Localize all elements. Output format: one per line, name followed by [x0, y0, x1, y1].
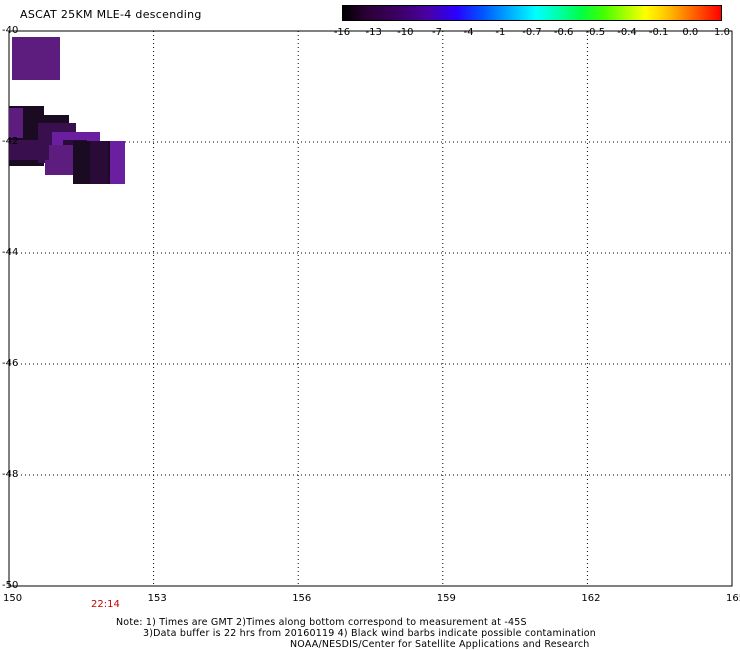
map-grid [9, 31, 732, 586]
longitude-tick-label: 159 [436, 593, 456, 604]
data-cell [9, 140, 49, 160]
longitude-tick-label: 153 [147, 593, 167, 604]
map-frame [8, 30, 733, 587]
latitude-tick-label: -42 [2, 136, 19, 147]
latitude-tick-label: -44 [2, 247, 19, 258]
colorbar-tick-label: -0.7 [522, 27, 542, 38]
longitude-tick-label: 150 [3, 593, 23, 604]
data-cell [90, 141, 108, 184]
colorbar-tick-label: -0.1 [648, 27, 669, 38]
pass-time-label: 22:14 [91, 599, 120, 610]
colorbar-tick-label: -4 [463, 27, 474, 38]
colorbar-tick-label: -16 [333, 27, 351, 38]
longitude-tick-label: 156 [292, 593, 312, 604]
longitude-tick-label: 165 [726, 593, 740, 604]
latitude-tick-label: -50 [2, 580, 19, 591]
colorbar [342, 5, 722, 21]
note-line-3: NOAA/NESDIS/Center for Satellite Applica… [290, 639, 590, 650]
colorbar-tick-label: -0.5 [585, 27, 606, 38]
data-cell [12, 37, 60, 80]
latitude-tick-label: -40 [2, 25, 19, 36]
colorbar-tick-label: 0.0 [682, 27, 699, 38]
colorbar-tick-label: -1 [495, 27, 506, 38]
latitude-tick-label: -48 [2, 469, 19, 480]
data-cell [45, 145, 75, 175]
colorbar-tick-label: -0.6 [553, 27, 574, 38]
longitude-tick-label: 162 [581, 593, 601, 604]
colorbar-tick-label: -0.4 [617, 27, 637, 38]
data-cells [9, 37, 125, 184]
colorbar-tick-label: 1.0 [714, 27, 730, 38]
data-cell [110, 141, 125, 184]
data-cell [9, 108, 23, 138]
note-line-1: Note: 1) Times are GMT 2)Times along bot… [116, 617, 527, 628]
colorbar-tick-label: -13 [365, 27, 382, 38]
colorbar-tick-label: -10 [397, 27, 414, 38]
map-title: ASCAT 25KM MLE-4 descending [20, 8, 202, 21]
note-line-2: 3)Data buffer is 22 hrs from 20160119 4)… [143, 628, 597, 639]
latitude-tick-label: -46 [2, 358, 19, 369]
colorbar-tick-label: -7 [432, 27, 442, 38]
